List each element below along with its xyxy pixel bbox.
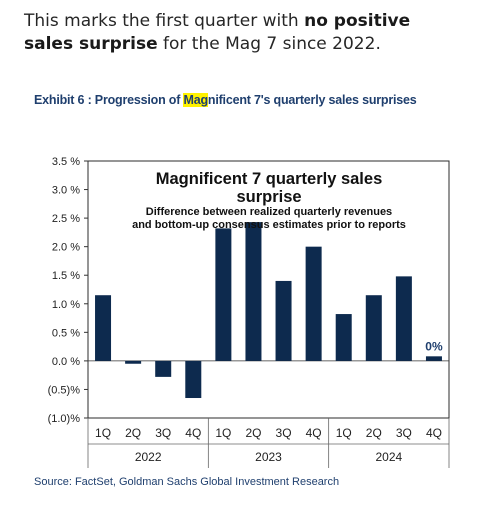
y-tick-label: 3.5 % [52,156,80,168]
bar [395,276,412,361]
bar [125,360,142,364]
x-tick-label: 1Q [336,426,352,440]
x-tick-label: 4Q [306,426,322,440]
group-label: 2023 [255,450,282,464]
plot-frame [87,160,450,419]
bar [425,356,442,361]
chart-subtitle-line2: and bottom-up consensus estimates prior … [132,219,406,231]
x-tick-label: 3Q [396,426,412,440]
bar [215,228,232,361]
chart-title: Magnificent 7 quarterly sales surprise [155,170,383,206]
x-tick-label: 2Q [366,426,382,440]
x-tick-label: 4Q [426,426,442,440]
y-tick-label: 1.0 % [52,299,80,311]
x-tick-label: 1Q [95,426,111,440]
exhibit-title-post: nificent 7's quarterly sales surprises [207,93,417,107]
y-tick-label: 2.0 % [52,242,80,254]
source-note: Source: FactSet, Goldman Sachs Global In… [34,476,340,488]
x-tick-label: 2Q [245,426,261,440]
group-label: 2022 [135,450,162,464]
y-tick-label: 0.0 % [52,356,80,368]
bar [365,295,382,361]
x-tick-label: 3Q [276,426,292,440]
y-tick-label: 3.0 % [52,185,80,197]
exhibit-title-highlight: Mag [183,93,208,107]
y-tick-label: (0.5)% [48,384,81,396]
x-tick-label: 2Q [125,426,141,440]
y-tick-label: (1.0)% [48,413,81,425]
bar [245,222,262,361]
chart-subtitle-line1: Difference between realized quarterly re… [145,206,393,218]
exhibit-title-pre: Exhibit 6 : Progression of [34,93,184,107]
bar [275,280,292,361]
bar [95,295,112,361]
headline: This marks the first quarter with no pos… [24,10,464,56]
y-tick-label: 2.5 % [52,213,80,225]
headline-pre: This marks the first quarter with [24,11,305,31]
x-tick-label: 4Q [185,426,201,440]
bar [185,360,202,399]
y-tick-label: 0.5 % [52,327,80,339]
group-label: 2024 [375,450,402,464]
chart-title-block: Magnificent 7 quarterly sales surprise D… [124,170,414,232]
headline-post: for the Mag 7 since 2022. [157,34,381,54]
bar [335,314,352,361]
bar [305,246,322,361]
bar [155,360,172,377]
y-tick-label: 1.5 % [52,270,80,282]
data-label: 0% [425,339,443,353]
exhibit-title: Exhibit 6 : Progression of Magnificent 7… [34,93,417,107]
x-tick-label: 3Q [155,426,171,440]
x-tick-label: 1Q [215,426,231,440]
headline-bold: no positive sales surprise [24,11,411,54]
